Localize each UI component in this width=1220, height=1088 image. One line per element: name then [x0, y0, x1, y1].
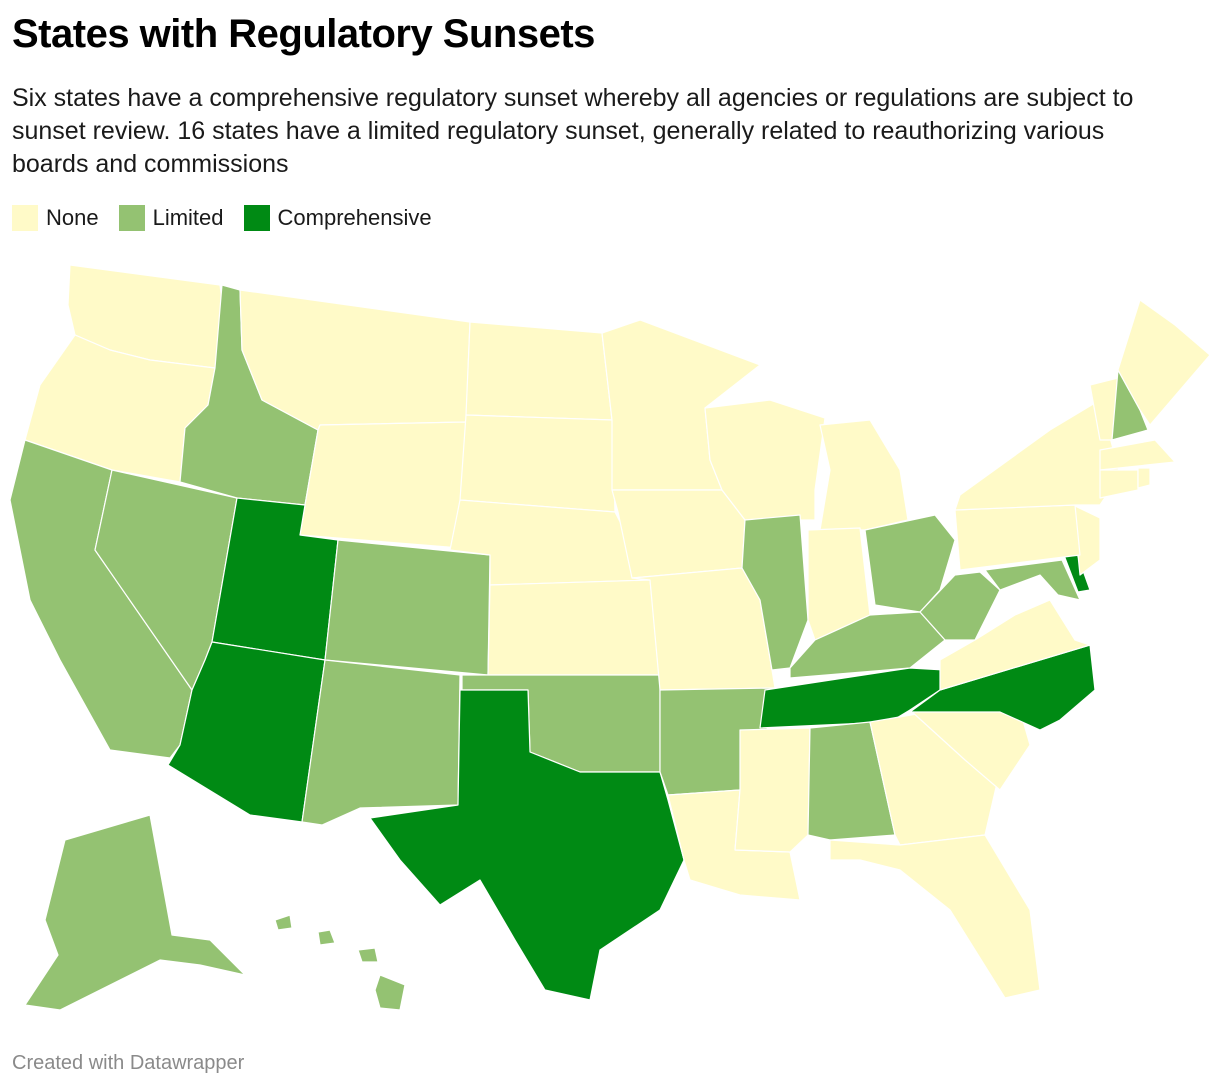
footer-credit: Created with Datawrapper: [12, 1052, 245, 1074]
legend-label-none: None: [46, 205, 99, 230]
state-fl[interactable]: [829, 834, 1041, 999]
state-il[interactable]: [741, 514, 809, 671]
legend-item-comprehensive: Comprehensive: [243, 205, 432, 231]
state-ks[interactable]: [487, 579, 661, 676]
legend-label-comprehensive: Comprehensive: [277, 205, 432, 230]
us-map: [9, 264, 1211, 1011]
state-hi[interactable]: [274, 914, 406, 1011]
legend-item-none: None: [12, 205, 99, 231]
state-md[interactable]: [984, 559, 1081, 601]
legend-label-limited: Limited: [152, 205, 224, 230]
state-ms[interactable]: [734, 727, 811, 853]
chart-title: States with Regulatory Sunsets: [12, 12, 595, 56]
state-ia[interactable]: [611, 489, 746, 579]
legend-swatch-comprehensive: [243, 205, 270, 231]
state-co[interactable]: [324, 539, 491, 676]
legend-swatch-none: [12, 205, 38, 231]
legend-item-limited: Limited: [118, 205, 224, 231]
state-wi[interactable]: [704, 399, 826, 521]
state-tx[interactable]: [369, 689, 685, 1001]
state-ma[interactable]: [1099, 439, 1176, 471]
legend: None Limited Comprehensive: [12, 205, 452, 231]
state-wy[interactable]: [299, 421, 467, 549]
legend-swatch-limited: [118, 205, 145, 231]
state-nd[interactable]: [465, 321, 613, 421]
state-mi[interactable]: [819, 419, 909, 531]
state-sd[interactable]: [459, 414, 616, 513]
state-nm[interactable]: [301, 659, 461, 826]
state-nc[interactable]: [909, 644, 1096, 731]
chart-subtitle: Six states have a comprehensive regulato…: [12, 84, 1134, 178]
state-al[interactable]: [807, 721, 896, 841]
state-ak[interactable]: [24, 814, 246, 1011]
state-me[interactable]: [1117, 299, 1211, 426]
state-tn[interactable]: [759, 667, 946, 729]
state-ct[interactable]: [1099, 469, 1139, 499]
state-va[interactable]: [939, 599, 1091, 691]
state-ri[interactable]: [1137, 467, 1151, 489]
